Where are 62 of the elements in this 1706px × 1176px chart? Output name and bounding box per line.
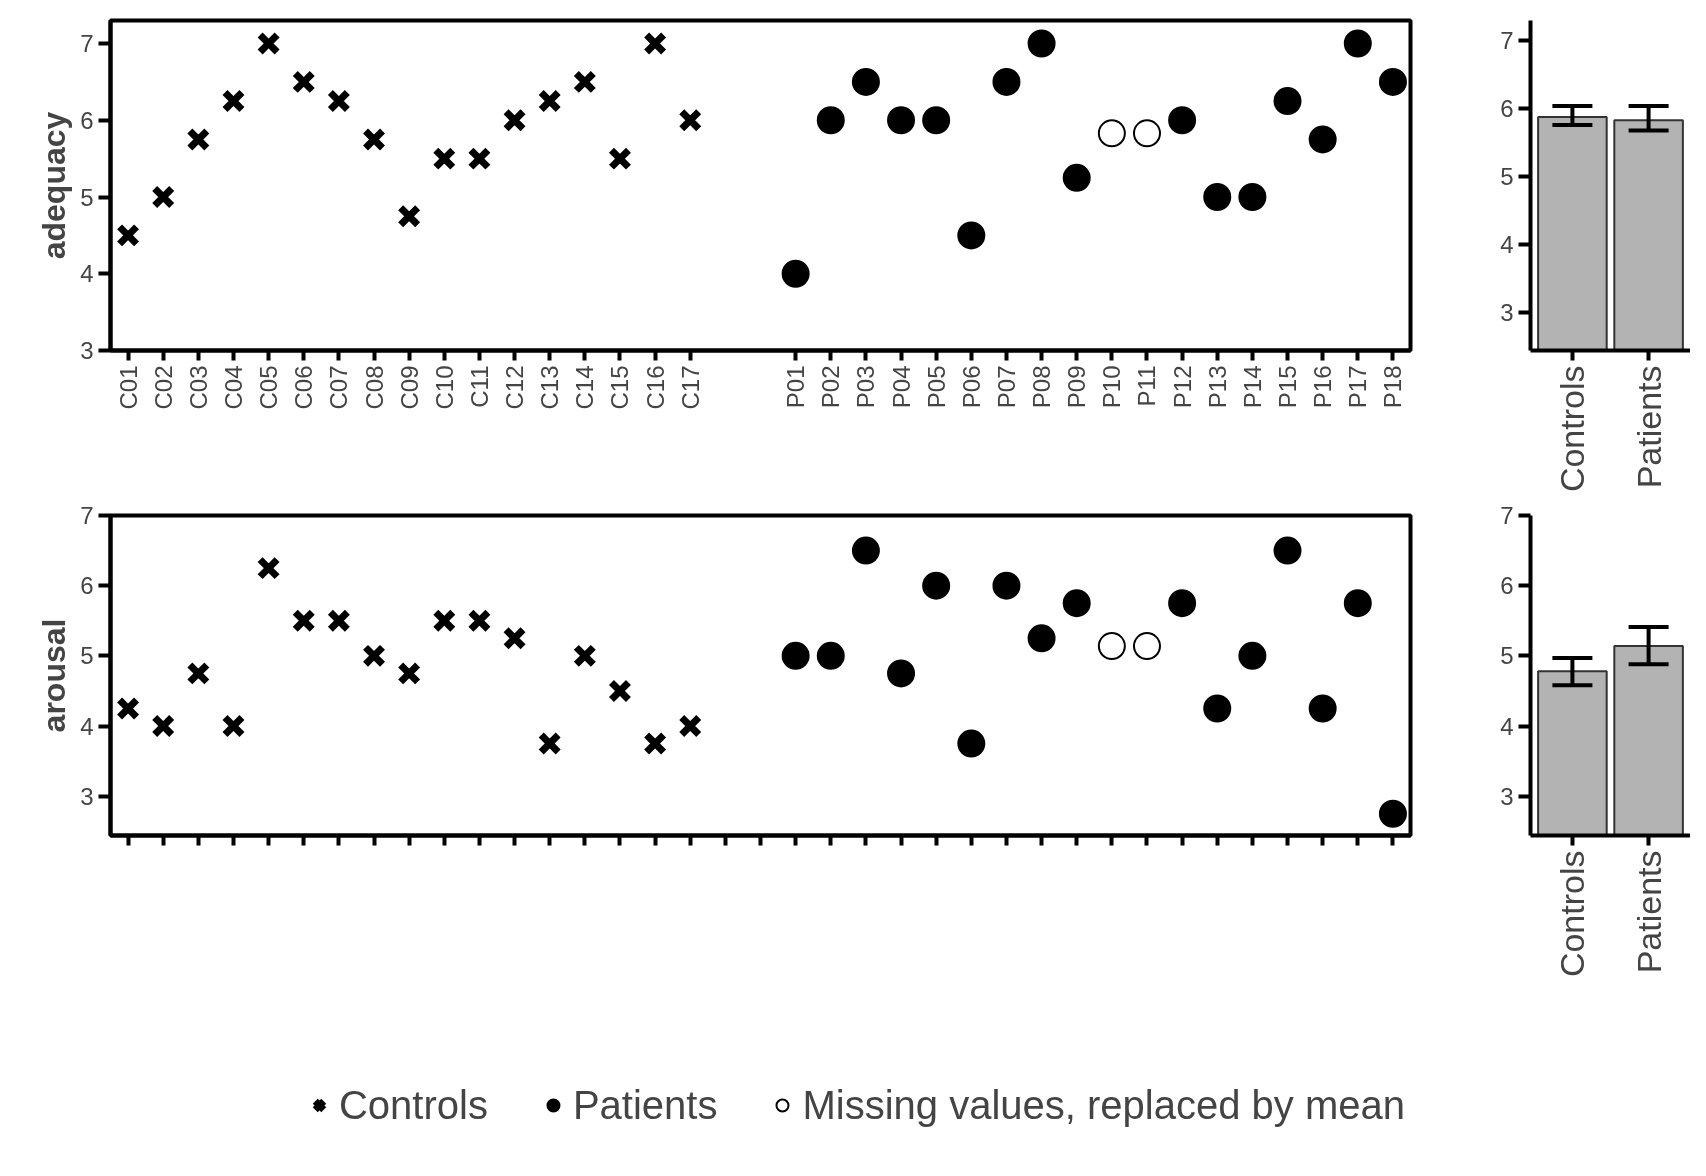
x-tick-label: C16 xyxy=(641,365,669,410)
x-tick-label: P07 xyxy=(992,365,1020,409)
x-tick-label: C05 xyxy=(255,365,283,410)
x-tick-label: P04 xyxy=(887,365,915,409)
x-tick-label: C13 xyxy=(536,365,564,410)
legend-label: Missing values, replaced by mean xyxy=(802,1082,1405,1128)
x-tick-label: P17 xyxy=(1344,365,1372,409)
x-tick-label: P06 xyxy=(957,365,985,409)
x-tick-label: C07 xyxy=(325,365,353,410)
y-tick-label: 3 xyxy=(1500,782,1514,810)
x-tick-label: P08 xyxy=(1028,365,1056,409)
x-tick-label: P12 xyxy=(1168,365,1196,409)
x-tick-label: P02 xyxy=(817,365,845,409)
y-axis-title: arousal xyxy=(36,618,73,733)
y-tick-label: 4 xyxy=(1500,231,1514,259)
y-tick-label: 7 xyxy=(1500,502,1514,529)
y-tick-label: 4 xyxy=(1500,712,1514,740)
y-tick-label: 3 xyxy=(1500,298,1514,326)
y-tick-label: 3 xyxy=(80,337,94,364)
x-tick-label: C11 xyxy=(465,365,493,408)
x-tick-label: P03 xyxy=(852,365,880,409)
x-tick-label: P16 xyxy=(1309,365,1337,409)
x-tick-label: C15 xyxy=(606,365,634,410)
y-tick-label: 4 xyxy=(80,712,94,740)
x-tick-label: C12 xyxy=(501,365,529,410)
x-tick-label: C06 xyxy=(290,365,318,410)
legend-label: Controls xyxy=(338,1082,488,1128)
y-tick-label: 6 xyxy=(80,572,94,600)
x-tick-label: P10 xyxy=(1098,365,1126,409)
y-axis-title: adequacy xyxy=(36,111,73,260)
legend-label: Patients xyxy=(572,1082,718,1128)
x-tick-label: P13 xyxy=(1203,365,1231,409)
x-tick-label: C14 xyxy=(571,365,599,410)
x-tick-label: P15 xyxy=(1274,365,1302,409)
y-tick-label: 6 xyxy=(1500,95,1514,123)
x-tick-label: C10 xyxy=(430,365,458,410)
x-tick-label: Controls xyxy=(1553,365,1592,493)
x-tick-label: P14 xyxy=(1238,365,1266,409)
y-tick-label: 7 xyxy=(1500,27,1514,55)
x-tick-label: C04 xyxy=(219,365,247,410)
y-tick-label: 6 xyxy=(80,106,94,134)
y-tick-label: 5 xyxy=(1500,642,1514,670)
y-tick-label: 4 xyxy=(80,260,94,288)
x-tick-label: C02 xyxy=(149,365,177,410)
x-tick-label: C03 xyxy=(184,365,212,410)
y-tick-label: 3 xyxy=(80,782,94,810)
y-tick-label: 7 xyxy=(80,502,94,529)
x-tick-label: C17 xyxy=(676,365,704,410)
y-tick-label: 5 xyxy=(80,642,94,670)
x-tick-label: C01 xyxy=(114,365,142,410)
x-tick-label: C08 xyxy=(360,365,388,410)
y-tick-label: 5 xyxy=(1500,163,1514,191)
x-tick-label: P01 xyxy=(782,365,810,409)
x-tick-label: P05 xyxy=(922,365,950,409)
x-tick-label: P09 xyxy=(1063,365,1091,409)
y-tick-label: 5 xyxy=(80,183,94,211)
x-tick-label: P18 xyxy=(1379,365,1407,409)
x-tick-label: P11 xyxy=(1133,365,1161,407)
y-tick-label: 6 xyxy=(1500,572,1514,600)
y-tick-label: 7 xyxy=(80,30,94,58)
x-tick-label: C09 xyxy=(395,365,423,410)
x-tick-label: Patients xyxy=(1629,365,1668,489)
